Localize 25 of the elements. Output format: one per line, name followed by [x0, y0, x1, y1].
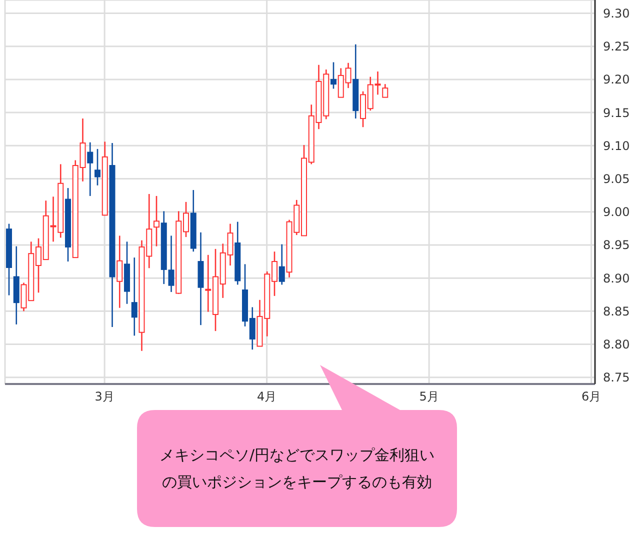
candlestick [154, 195, 160, 247]
y-tick-label: 8.85 [603, 304, 630, 318]
x-tick-label: 3月 [94, 390, 114, 404]
y-tick-label: 9.30 [603, 6, 630, 20]
x-tick-label: 6月 [581, 390, 602, 404]
candlestick [382, 83, 388, 98]
y-tick-label: 9.20 [603, 72, 630, 87]
y-tick-label: 9.00 [603, 205, 630, 220]
candlestick [87, 142, 94, 197]
candlestick [330, 62, 336, 90]
y-tick-label: 8.75 [603, 370, 630, 385]
y-tick-label: 8.95 [603, 238, 630, 252]
candlestick [278, 244, 285, 286]
y-tick-label: 9.05 [603, 172, 630, 186]
y-tick-label: 9.10 [603, 138, 630, 153]
y-tick-label: 8.80 [603, 338, 630, 352]
y-tick-label: 9.15 [603, 106, 630, 120]
y-tick-label: 8.90 [603, 271, 630, 286]
candlestick [116, 235, 123, 309]
y-tick-label: 9.25 [603, 40, 630, 54]
candlestick [131, 256, 138, 336]
text: メキシコペソ/円などでスワップ金利狙いの買いポジションをキープするのも有効 [158, 444, 436, 492]
x-tick-label: 4月 [256, 390, 277, 404]
candlestick [94, 148, 100, 186]
x-tick-label: 5月 [419, 390, 439, 404]
